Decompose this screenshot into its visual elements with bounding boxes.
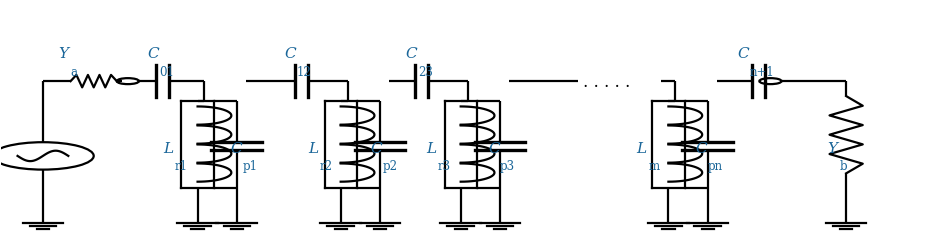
Text: b: b [840, 160, 847, 173]
Text: C: C [285, 47, 296, 61]
Text: C: C [147, 47, 159, 61]
Text: Y: Y [58, 47, 69, 61]
Text: L: L [636, 142, 646, 156]
Text: a: a [70, 66, 78, 79]
Text: 12: 12 [297, 66, 311, 79]
Text: p1: p1 [243, 160, 257, 173]
Text: p2: p2 [382, 160, 397, 173]
Text: . . . . .: . . . . . [583, 74, 631, 91]
Text: C: C [406, 47, 418, 61]
Text: Y: Y [828, 142, 838, 156]
Text: r1: r1 [175, 160, 188, 173]
Text: r3: r3 [438, 160, 451, 173]
Text: n+1: n+1 [749, 66, 774, 79]
Text: 01: 01 [159, 66, 174, 79]
Text: L: L [426, 142, 436, 156]
Text: pn: pn [707, 160, 723, 173]
Text: 23: 23 [418, 66, 432, 79]
Text: C: C [370, 142, 382, 156]
Text: C: C [231, 142, 242, 156]
Text: r2: r2 [319, 160, 333, 173]
Text: C: C [488, 142, 499, 156]
Text: L: L [163, 142, 173, 156]
Text: p3: p3 [500, 160, 515, 173]
Text: m: m [648, 160, 659, 173]
Text: L: L [308, 142, 318, 156]
Text: C: C [695, 142, 707, 156]
Text: C: C [737, 47, 749, 61]
